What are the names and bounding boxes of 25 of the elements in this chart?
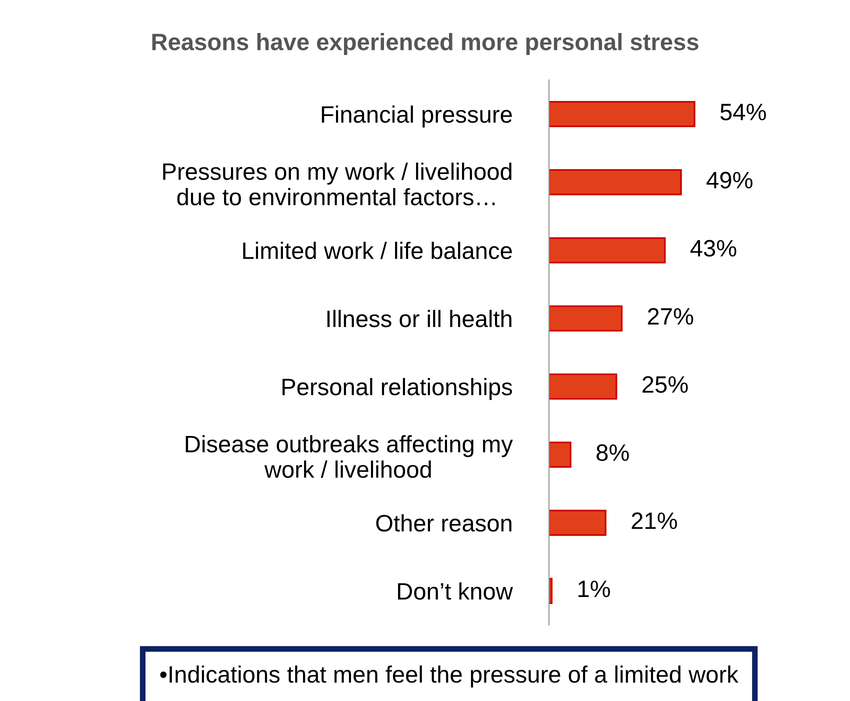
bar — [549, 237, 666, 264]
y-tick-label: Pressures on my work / livelihood due to environmental factors… — [163, 162, 512, 206]
data-label: 43% — [690, 240, 736, 257]
bar — [549, 305, 623, 332]
data-label: 25% — [642, 376, 688, 393]
y-tick-label: Limited work / life balance — [243, 242, 512, 260]
y-tick-label: Other reason — [376, 514, 512, 532]
y-tick-label: Illness or ill health — [327, 310, 512, 328]
y-tick-label: Personal relationships — [282, 378, 512, 400]
chart-title: Reasons have experienced more personal stress — [152, 32, 698, 56]
bar — [549, 510, 606, 536]
bar — [549, 442, 572, 468]
y-tick-label: Financial pressure — [322, 106, 512, 128]
bar — [549, 373, 618, 400]
bar — [549, 169, 682, 196]
data-label: 8% — [596, 444, 629, 462]
text: •Indications that men feel the pressure of a limited work — [160, 665, 738, 688]
data-label: 54% — [720, 104, 766, 120]
data-label: 21% — [632, 512, 677, 530]
data-label: 1% — [578, 580, 610, 598]
data-label: 27% — [648, 308, 694, 325]
bar — [549, 100, 696, 128]
y-tick-label: Disease outbreaks affecting my work / livelihood — [186, 435, 513, 478]
y-tick-label: Don’t know — [398, 582, 513, 600]
data-label: 49% — [706, 172, 752, 189]
